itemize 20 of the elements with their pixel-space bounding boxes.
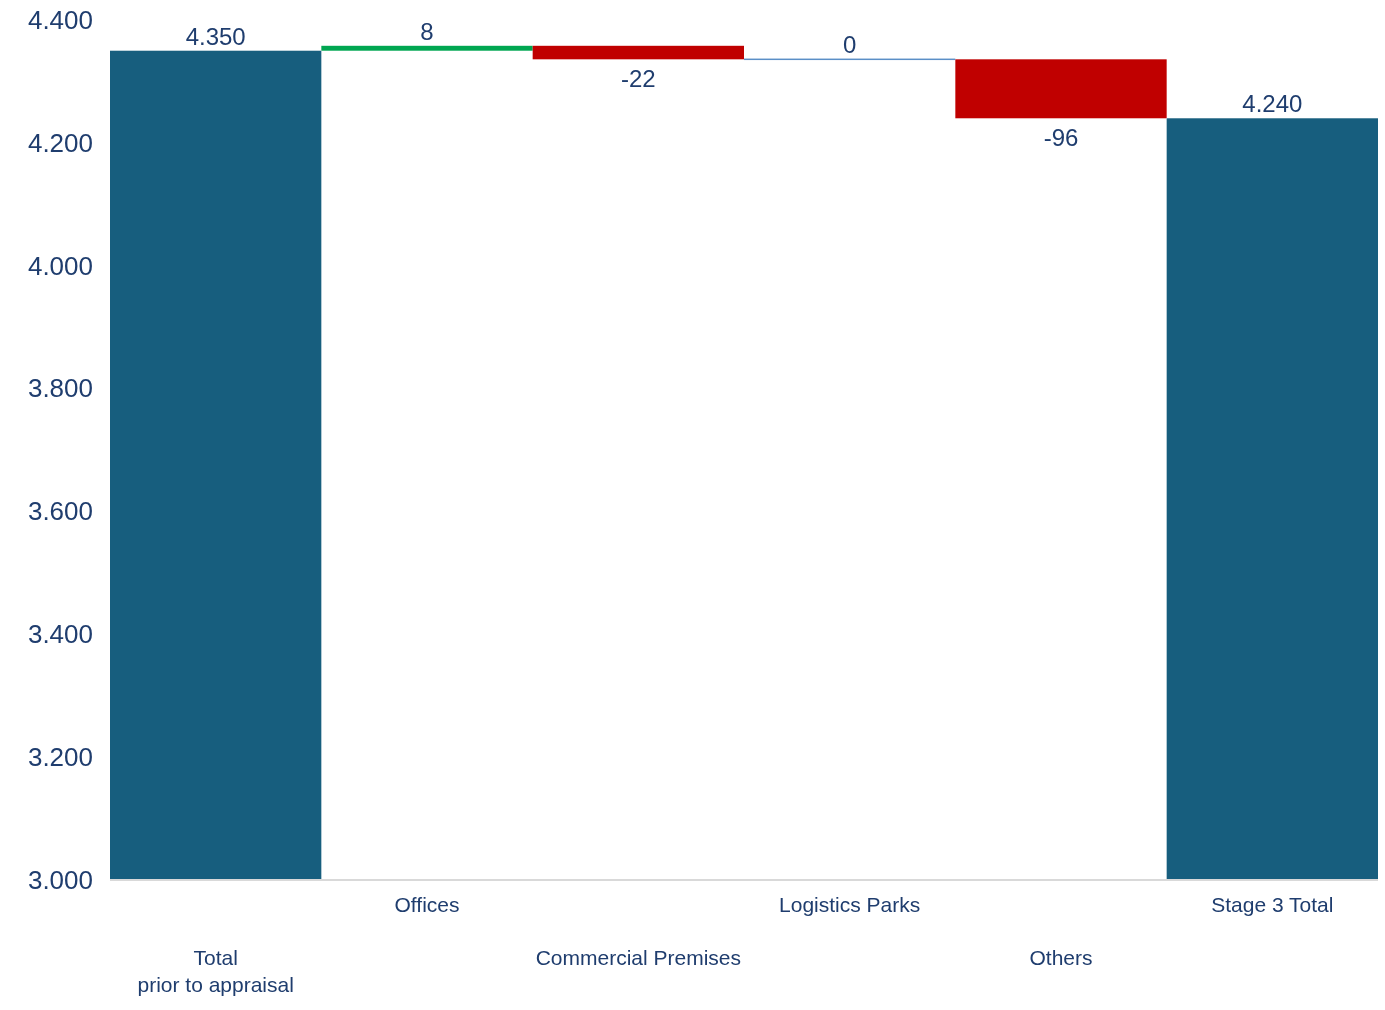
x-tick-label: Others xyxy=(1029,946,1093,969)
y-tick-label: 3.400 xyxy=(27,619,93,650)
y-tick-label: 3.200 xyxy=(27,741,93,772)
data-label: -22 xyxy=(620,65,656,93)
y-tick-label: 3.800 xyxy=(27,373,93,404)
x-tick-label: Stage 3 Total xyxy=(1211,893,1334,916)
y-tick-label: 4.200 xyxy=(27,127,93,158)
y-tick-label: 3.000 xyxy=(27,864,93,895)
x-tick-label: Offices xyxy=(394,893,460,916)
x-tick-label: Logistics Parks xyxy=(779,893,921,916)
y-tick-label: 4.400 xyxy=(27,4,93,35)
data-label: 8 xyxy=(420,17,434,45)
x-tick-label: Commercial Premises xyxy=(535,946,742,969)
data-label: 4.350 xyxy=(185,22,246,50)
x-tick-label: Total prior to appraisal xyxy=(137,946,294,996)
y-tick-label: 4.000 xyxy=(27,250,93,281)
data-label: 4.240 xyxy=(1242,90,1303,118)
data-label: -96 xyxy=(1043,124,1079,152)
y-tick-label: 3.600 xyxy=(27,496,93,527)
data-label: 0 xyxy=(842,31,857,59)
